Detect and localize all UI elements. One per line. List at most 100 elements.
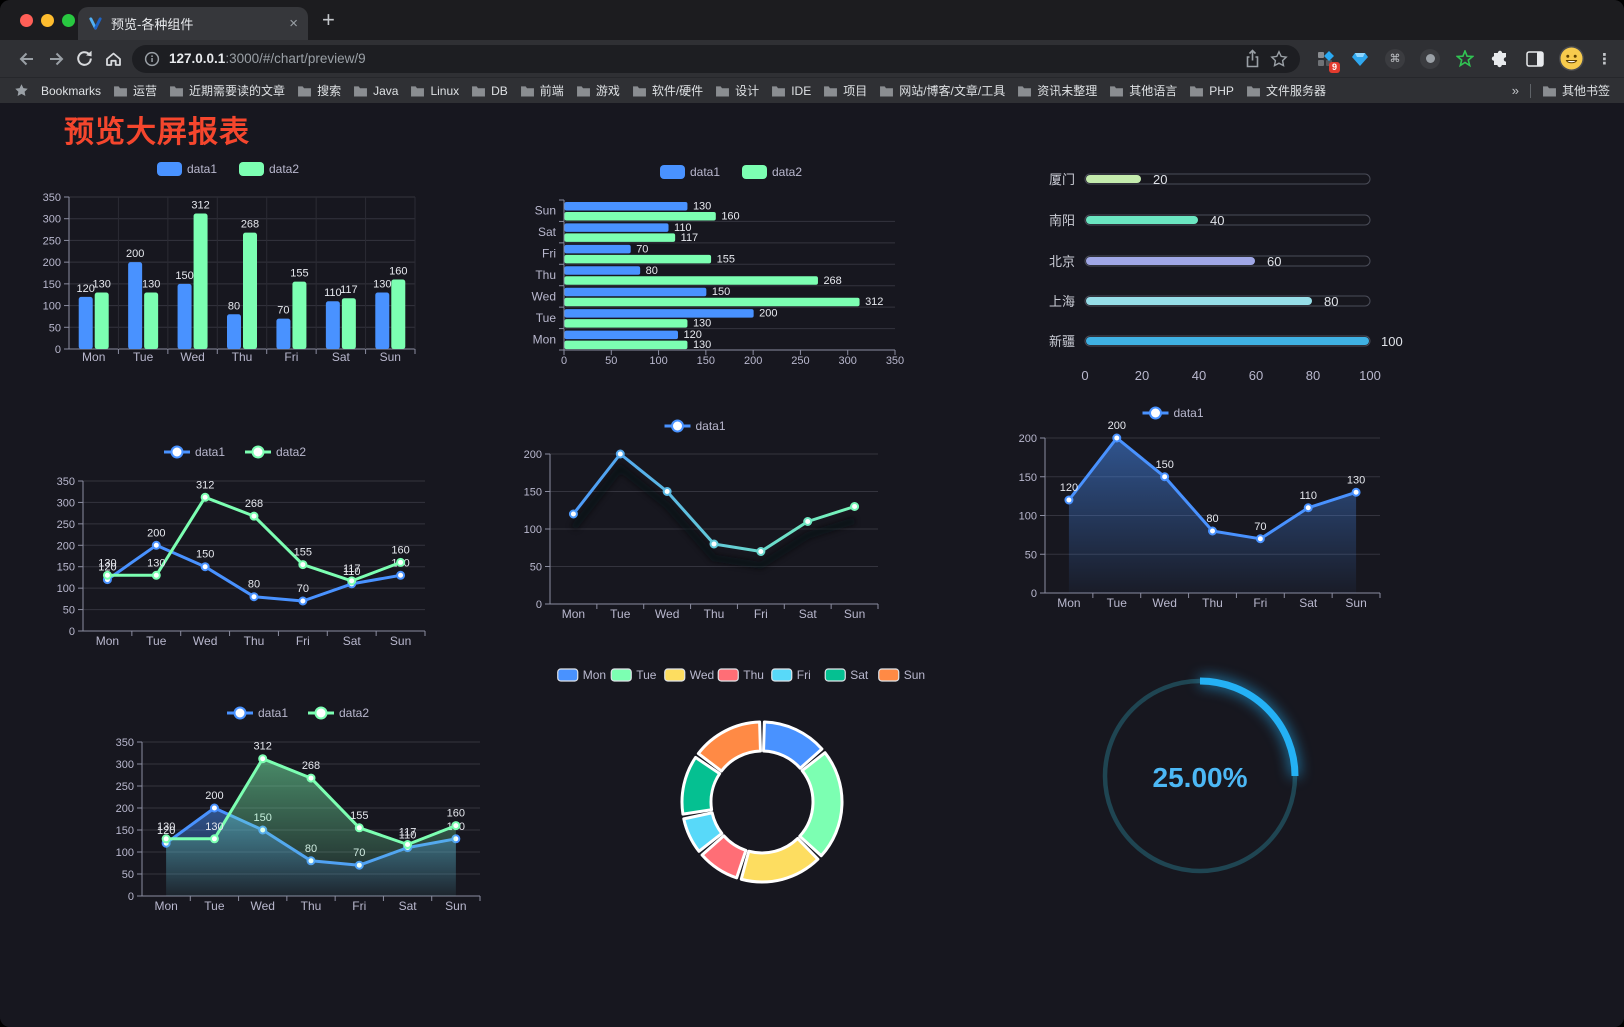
bookmark-folder-item[interactable]: 前端 (520, 82, 564, 99)
chart-progress-bars[interactable]: 厦门 20 南阳 40 北京 60 上海 80 新疆 100 0 20 40 60 80 100 (1000, 160, 1403, 395)
bookmark-folder-item[interactable]: 设计 (715, 82, 759, 99)
tab-close-icon[interactable]: × (289, 15, 298, 32)
tab-title: 预览-各种组件 (111, 17, 194, 32)
bookmark-folder-item[interactable]: 近期需要读的文章 (169, 82, 285, 99)
other-bookmarks-folder[interactable]: 其他书签 (1542, 82, 1610, 99)
svg-text:北京: 北京 (1049, 254, 1075, 269)
svg-text:100: 100 (1019, 511, 1037, 523)
folder-icon (715, 85, 730, 97)
window-close-button[interactable] (20, 14, 33, 27)
back-button[interactable] (12, 49, 41, 69)
bookmarks-list: 运营 近期需要读的文章 搜索 Java Linux DB 前端 游戏 软件/硬件 设计 IDE 项目 网… (113, 82, 1326, 99)
window-minimize-button[interactable] (41, 14, 54, 27)
svg-text:160: 160 (721, 211, 739, 223)
bookmarks-overflow-chevron[interactable]: » (1511, 83, 1519, 98)
svg-text:Sat: Sat (332, 350, 351, 364)
bookmarks-right-group: » 其他书签 (1512, 82, 1610, 99)
bookmark-folder-item[interactable]: Java (353, 84, 398, 98)
svg-text:120: 120 (98, 562, 116, 574)
svg-text:Sun: Sun (1345, 596, 1366, 610)
svg-text:150: 150 (1019, 472, 1037, 484)
svg-text:100: 100 (57, 583, 75, 595)
bookmark-folder-item[interactable]: PHP (1189, 84, 1234, 98)
svg-text:117: 117 (399, 827, 417, 839)
chart-line-gradient[interactable]: data1 0 50 100 150 200 Mon Tue Wed Thu Fri Sat Sun (498, 400, 892, 632)
bookmark-folder-item[interactable]: IDE (771, 84, 811, 98)
active-tab[interactable]: 预览-各种组件 × (78, 7, 308, 40)
extension-command-icon[interactable]: ⌘ (1384, 48, 1406, 70)
bookmark-folder-item[interactable]: 项目 (823, 82, 867, 99)
site-info-icon[interactable] (144, 51, 160, 67)
bookmark-folder-item[interactable]: 软件/硬件 (632, 82, 703, 99)
chart-gauge[interactable]: 25.00% (1095, 673, 1305, 885)
folder-icon (1109, 85, 1124, 97)
svg-text:100: 100 (524, 524, 542, 536)
bookmark-folder-item[interactable]: DB (471, 84, 508, 98)
svg-text:160: 160 (389, 266, 407, 278)
svg-text:data1: data1 (696, 419, 726, 433)
svg-text:50: 50 (63, 605, 75, 617)
svg-text:200: 200 (57, 540, 75, 552)
svg-text:Fri: Fri (1253, 596, 1267, 610)
svg-text:Thu: Thu (704, 607, 725, 621)
bookmarks-star-icon[interactable] (14, 83, 29, 98)
extension-gem-icon[interactable] (1349, 48, 1371, 70)
svg-text:70: 70 (277, 305, 289, 317)
bookmark-label: 设计 (735, 84, 760, 98)
chart-horizontal-bar[interactable]: data1 data2 Mon Tue Wed Thu Fri Sat Sun 0 50 100 150… (498, 152, 904, 374)
bookmark-label: 文件服务器 (1265, 84, 1326, 98)
new-tab-button[interactable]: + (322, 7, 335, 32)
svg-text:20: 20 (1153, 172, 1167, 187)
bookmark-folder-item[interactable]: Linux (410, 84, 459, 98)
svg-text:268: 268 (302, 760, 320, 772)
bookmark-folder-item[interactable]: 搜索 (297, 82, 341, 99)
extension-green-star-icon[interactable] (1454, 48, 1476, 70)
browser-menu-icon[interactable]: ⋮ (1597, 50, 1612, 68)
bookmarks-divider (1529, 83, 1531, 98)
chart-line-area-two-series[interactable]: data1 data2 0 50 100 150 200 250 300 350 Mon Tue Wed… (105, 695, 503, 930)
bookmark-folder-item[interactable]: 其他语言 (1109, 82, 1177, 99)
svg-text:150: 150 (524, 487, 542, 499)
bookmark-label: 软件/硬件 (651, 84, 704, 98)
chart-donut[interactable]: Mon Tue Wed Thu Fri Sat Sun (555, 640, 935, 890)
svg-text:上海: 上海 (1049, 294, 1075, 309)
extension-grid-icon[interactable]: 9 (1314, 48, 1340, 73)
svg-text:40: 40 (1210, 213, 1224, 228)
forward-button[interactable] (41, 49, 70, 69)
home-button[interactable] (99, 49, 128, 68)
profile-avatar[interactable] (1559, 46, 1584, 71)
share-icon[interactable] (1244, 49, 1261, 68)
svg-text:0: 0 (536, 599, 542, 611)
folder-icon (1542, 85, 1557, 97)
bookmark-folder-item[interactable]: 网站/博客/文章/工具 (879, 82, 1005, 99)
window-zoom-button[interactable] (62, 14, 75, 27)
svg-text:130: 130 (693, 339, 711, 351)
reload-button[interactable] (70, 49, 99, 68)
folder-icon (632, 85, 647, 97)
bookmark-folder-item[interactable]: 资讯未整理 (1017, 82, 1097, 99)
svg-text:Fri: Fri (296, 634, 310, 648)
extension-record-icon[interactable] (1419, 48, 1441, 70)
bookmark-folder-item[interactable]: 文件服务器 (1246, 82, 1326, 99)
bookmark-folder-item[interactable]: 运营 (113, 82, 157, 99)
svg-text:Wed: Wed (250, 899, 274, 913)
svg-text:200: 200 (524, 449, 542, 461)
side-panel-icon[interactable] (1524, 48, 1546, 70)
bookmark-star-icon[interactable] (1270, 49, 1288, 68)
svg-text:150: 150 (116, 825, 134, 837)
svg-text:Wed: Wed (180, 350, 204, 364)
svg-text:data2: data2 (772, 165, 802, 179)
url-bar[interactable]: 127.0.0.1:3000/#/chart/preview/9 (132, 44, 1300, 73)
svg-text:80: 80 (1206, 513, 1218, 525)
svg-text:80: 80 (228, 300, 240, 312)
svg-text:100: 100 (1381, 334, 1403, 349)
chart-grouped-bar[interactable]: data1 data2 0 50 100 150 200 250 300 350 Mon Tue Wed… (43, 150, 445, 380)
folder-icon (576, 85, 591, 97)
chart-line-two-series[interactable]: data1 data2 0 50 100 150 200 250 300 350 Mon Tue Wed… (45, 425, 445, 665)
chart-line-area[interactable]: data1 0 50 100 150 200 Mon Tue Wed Thu Fri Sat Sun 12… (985, 388, 1385, 620)
bookmark-label: 项目 (843, 84, 868, 98)
bookmark-folder-item[interactable]: 游戏 (576, 82, 620, 99)
extensions-puzzle-icon[interactable] (1489, 48, 1511, 70)
svg-text:Tue: Tue (1107, 596, 1128, 610)
svg-text:100: 100 (649, 355, 667, 367)
